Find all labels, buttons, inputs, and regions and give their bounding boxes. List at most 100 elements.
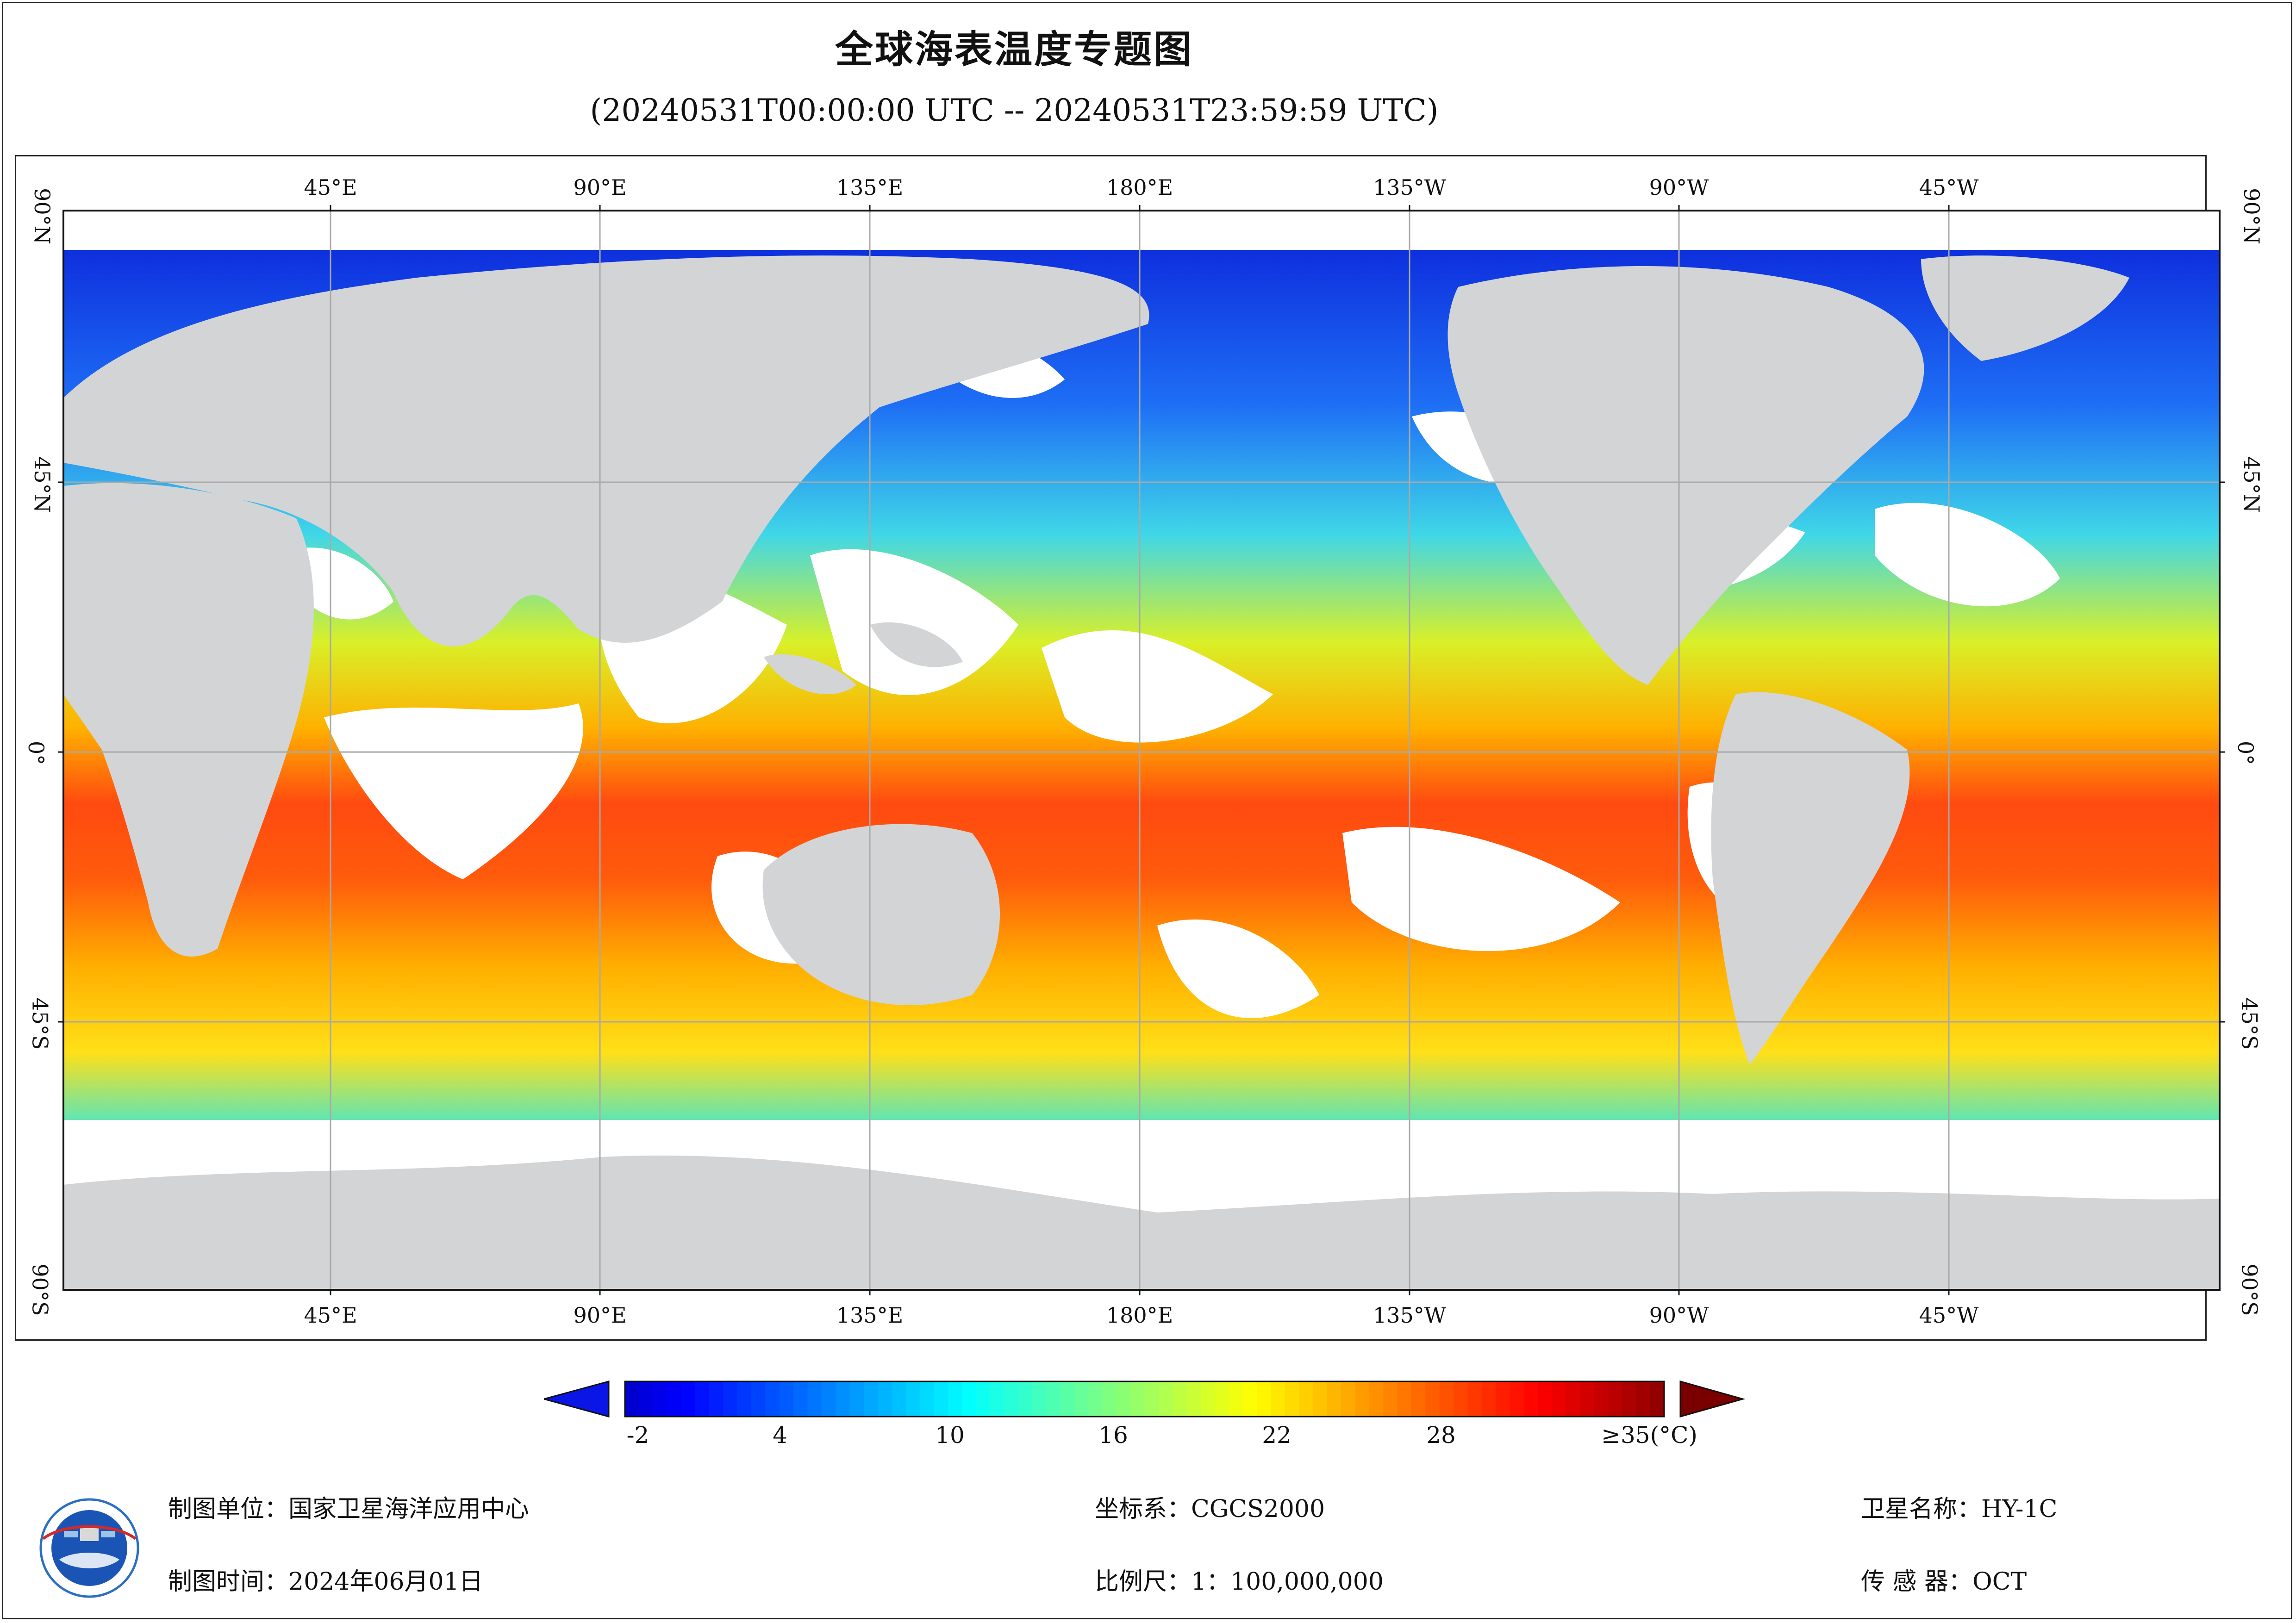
satellite-info: 卫星名称：HY-1C <box>1861 1495 2058 1523</box>
scale-info: 比例尺：1：100,000,000 <box>1095 1568 1384 1596</box>
colorbar-cell <box>1046 1381 1061 1417</box>
colorbar-cell <box>639 1381 654 1417</box>
colorbar-cell <box>1173 1381 1187 1417</box>
colorbar-cell <box>723 1381 738 1417</box>
colorbar-cell <box>1495 1381 1510 1417</box>
colorbar-cell <box>681 1381 696 1417</box>
lat-label-left: 90°N <box>29 188 55 244</box>
nsoas-logo-icon <box>39 1498 139 1598</box>
colorbar-label: 4 <box>773 1422 787 1449</box>
colorbar-cell <box>962 1381 977 1417</box>
colorbar-cell <box>934 1381 948 1417</box>
colorbar-cell <box>1594 1381 1609 1417</box>
colorbar-cell <box>905 1381 920 1417</box>
colorbar-cell <box>1285 1381 1299 1417</box>
lat-label-right: 90°N <box>2239 188 2264 244</box>
tick-marks <box>58 205 2225 1295</box>
colorbar-cell <box>1102 1381 1117 1417</box>
time-info: 制图时间：2024年06月01日 <box>168 1568 483 1596</box>
colorbar-cell <box>1453 1381 1468 1417</box>
colorbar-cell <box>737 1381 752 1417</box>
colorbar-cell <box>1467 1381 1482 1417</box>
colorbar-cell <box>1200 1381 1215 1417</box>
colorbar-cell <box>948 1381 962 1417</box>
colorbar-cell <box>1060 1381 1075 1417</box>
colorbar-cell <box>1313 1381 1328 1417</box>
colorbar-cell <box>1439 1381 1454 1417</box>
colorbar-cell <box>920 1381 935 1417</box>
colorbar-max-arrow <box>1679 1380 1746 1418</box>
lon-label-bottom: 135°E <box>836 1303 904 1328</box>
colorbar-min-arrow <box>544 1380 610 1418</box>
lat-label-right: 90°S <box>2237 1263 2262 1316</box>
colorbar-border <box>624 1380 1665 1418</box>
sst-colorbar <box>544 1380 1746 1418</box>
colorbar-cell <box>836 1381 850 1417</box>
colorbar-cell <box>1018 1381 1033 1417</box>
graticule <box>63 211 2220 1290</box>
colorbar-cell <box>1425 1381 1440 1417</box>
lat-label-left: 45°S <box>27 997 53 1050</box>
map-title: 全球海表温度专题图 <box>835 28 1193 72</box>
lon-label-bottom: 135°W <box>1373 1303 1447 1328</box>
land-masses <box>63 255 2220 1290</box>
map-inner-border <box>62 210 2221 1291</box>
colorbar-cell <box>1088 1381 1103 1417</box>
colorbar-cell <box>1552 1381 1566 1417</box>
colorbar-label: -2 <box>626 1422 649 1449</box>
lon-label-top: 180°E <box>1106 175 1173 200</box>
lon-label-bottom: 45°W <box>1919 1303 1979 1328</box>
colorbar-cell <box>807 1381 822 1417</box>
lat-label-left: 45°N <box>29 456 55 513</box>
colorbar-cell <box>1299 1381 1314 1417</box>
colorbar-cell <box>793 1381 808 1417</box>
colorbar-cell <box>1271 1381 1285 1417</box>
colorbar-label: 10 <box>935 1422 965 1449</box>
colorbar-cell <box>821 1381 836 1417</box>
colorbar-cell <box>1383 1381 1398 1417</box>
lon-label-top: 135°E <box>836 175 904 200</box>
lon-label-top: 45°W <box>1919 175 1979 200</box>
colorbar-cell <box>863 1381 878 1417</box>
lat-label-right: 45°S <box>2237 997 2262 1050</box>
colorbar-cell <box>1523 1381 1538 1417</box>
colorbar-cell <box>667 1381 681 1417</box>
colorbar-cell <box>765 1381 780 1417</box>
colorbar-cell <box>625 1381 639 1417</box>
colorbar-cell <box>976 1381 991 1417</box>
lat-label-right: 0° <box>2233 740 2259 765</box>
lat-label-left: 0° <box>24 740 49 765</box>
org-info: 制图单位：国家卫星海洋应用中心 <box>168 1495 530 1523</box>
colorbar-cell <box>892 1381 906 1417</box>
colorbar-cell <box>709 1381 724 1417</box>
colorbar-label: 28 <box>1426 1422 1456 1449</box>
colorbar-cell <box>849 1381 864 1417</box>
colorbar-cell <box>1004 1381 1019 1417</box>
colorbar-cell <box>1355 1381 1370 1417</box>
lon-label-top: 90°W <box>1649 175 1709 200</box>
lon-label-bottom: 45°E <box>304 1303 357 1328</box>
colorbar-cell <box>1636 1381 1651 1417</box>
colorbar-cell <box>1510 1381 1524 1417</box>
lon-label-bottom: 180°E <box>1106 1303 1173 1328</box>
colorbar-cell <box>878 1381 892 1417</box>
colorbar-label: 16 <box>1098 1422 1128 1449</box>
colorbar-cell <box>1622 1381 1636 1417</box>
colorbar-cell <box>1144 1381 1159 1417</box>
colorbar-cell <box>1411 1381 1426 1417</box>
lon-label-top: 135°W <box>1373 175 1447 200</box>
colorbar-cell <box>1074 1381 1089 1417</box>
colorbar-cell <box>1215 1381 1229 1417</box>
colorbar-cell <box>1481 1381 1496 1417</box>
colorbar-label: 22 <box>1262 1422 1292 1449</box>
crs-info: 坐标系：CGCS2000 <box>1095 1495 1325 1523</box>
colorbar-cell <box>1186 1381 1201 1417</box>
lat-label-left: 90°S <box>27 1263 53 1316</box>
colorbar-cell <box>1130 1381 1145 1417</box>
sensor-info: 传 感 器：OCT <box>1861 1568 2027 1596</box>
map-time-range: (20240531T00:00:00 UTC -- 20240531T23:59… <box>590 93 1439 128</box>
lon-label-top: 90°E <box>573 175 627 200</box>
lon-label-bottom: 90°W <box>1649 1303 1709 1328</box>
colorbar-cell <box>1537 1381 1552 1417</box>
